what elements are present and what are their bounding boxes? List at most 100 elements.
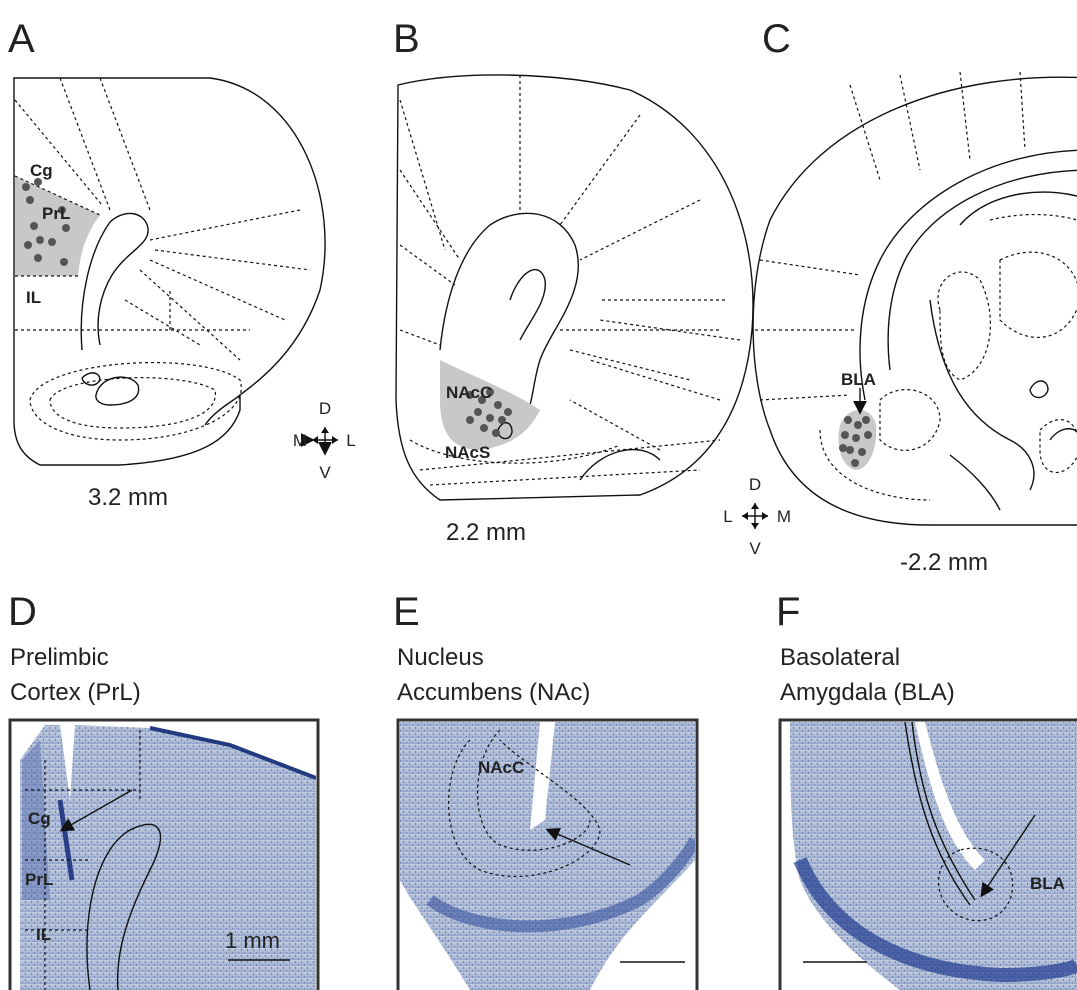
outline <box>400 100 445 250</box>
site-dot <box>474 408 482 416</box>
label: NAcC <box>446 383 492 402</box>
histology-e <box>400 722 695 990</box>
outline <box>82 373 100 385</box>
outline <box>990 215 1077 225</box>
panel-b: B NAcC NAcS 2.2 mm <box>393 17 753 546</box>
outline <box>81 213 148 350</box>
site-dot <box>846 446 854 454</box>
page: A Cg PrL IL 3.2 mm D M L <box>0 0 1077 990</box>
label: 1 mm <box>225 928 280 953</box>
outline <box>140 270 240 360</box>
outline <box>150 210 300 240</box>
label: Cg <box>28 809 51 828</box>
label: M <box>777 507 791 526</box>
label: B <box>393 17 420 61</box>
site-dot <box>480 424 488 432</box>
site-dot <box>844 416 852 424</box>
label: Nucleus <box>397 644 484 671</box>
site-dot <box>504 408 512 416</box>
outline <box>30 363 241 440</box>
site-dot <box>852 434 860 442</box>
outline <box>1030 381 1048 398</box>
site-dot <box>864 431 872 439</box>
site-dot <box>24 241 32 249</box>
site-dot <box>34 254 42 262</box>
outline <box>590 360 720 400</box>
site-dot <box>498 416 506 424</box>
label: L <box>723 507 732 526</box>
outline <box>1040 420 1077 473</box>
label: E <box>393 590 420 634</box>
label: Prelimbic <box>10 644 109 671</box>
atlas-c <box>753 72 1077 525</box>
site-dot <box>62 224 70 232</box>
outline <box>760 260 860 275</box>
label: V <box>319 463 331 482</box>
outline <box>570 400 660 450</box>
outline <box>930 300 1034 490</box>
group <box>755 72 1077 500</box>
site-dot <box>839 444 847 452</box>
site-dot <box>858 448 866 456</box>
outline <box>96 377 139 405</box>
site-dot <box>862 416 870 424</box>
outline <box>880 390 940 451</box>
outline <box>510 270 545 340</box>
histology-f <box>782 722 1077 990</box>
outline <box>860 150 1077 400</box>
outline <box>430 470 700 485</box>
figure: A Cg PrL IL 3.2 mm D M L <box>0 0 1077 990</box>
panel-e: E Nucleus Accumbens (NAc) NAcC <box>393 590 697 990</box>
label: Amygdala (BLA) <box>780 679 955 706</box>
outline <box>753 77 1077 525</box>
label: Cortex (PrL) <box>10 679 141 706</box>
site-dot <box>30 222 38 230</box>
label: V <box>749 539 761 558</box>
outline <box>155 250 310 270</box>
site-dot <box>486 414 494 422</box>
label: Accumbens (NAc) <box>397 679 590 706</box>
outline <box>560 115 640 225</box>
outline <box>960 192 1077 225</box>
site-dot <box>492 429 500 437</box>
label: D <box>749 475 761 494</box>
outline <box>950 455 1000 510</box>
outline <box>125 300 200 345</box>
label: PrL <box>42 204 70 223</box>
label: 2.2 mm <box>446 519 526 546</box>
outline <box>400 330 440 345</box>
site-dot <box>854 421 862 429</box>
site-dot <box>22 183 30 191</box>
label: L <box>346 431 355 450</box>
label: IL <box>36 925 51 944</box>
outline <box>440 360 540 450</box>
label: NAcS <box>445 443 490 462</box>
site-dot <box>851 459 859 467</box>
outline <box>1000 252 1077 337</box>
site-dot <box>48 238 56 246</box>
outline <box>410 440 620 463</box>
label: BLA <box>841 370 876 389</box>
outline <box>100 78 150 210</box>
site-dot <box>36 236 44 244</box>
outline <box>400 245 455 285</box>
label: M <box>293 431 307 450</box>
label: C <box>762 17 791 61</box>
panel-c: C <box>723 17 1077 576</box>
label: 3.2 mm <box>88 484 168 511</box>
label: BLA <box>1030 874 1065 893</box>
site-dot <box>466 416 474 424</box>
site-dot <box>841 431 849 439</box>
label: Cg <box>30 161 53 180</box>
site-dot <box>494 401 502 409</box>
outline <box>900 75 920 170</box>
label: F <box>776 590 800 634</box>
compass-c: D L M V <box>723 475 791 558</box>
panel-a: A Cg PrL IL 3.2 mm D M L <box>8 17 356 511</box>
site-dot <box>26 196 34 204</box>
outline <box>1050 429 1077 440</box>
outline <box>50 378 215 428</box>
outline <box>760 395 850 400</box>
site-dot <box>60 258 68 266</box>
outline <box>15 176 100 276</box>
